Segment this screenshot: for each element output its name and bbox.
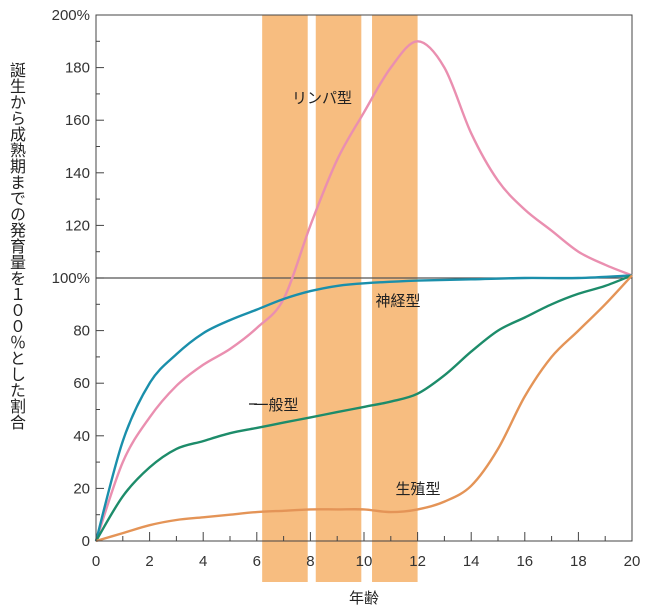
y-tick-label: 60 [73,375,90,392]
y-tick-label: 200% [52,7,90,24]
x-tick-label: 8 [306,553,314,570]
series-line-neural [94,274,633,542]
highlight-band-3 [372,15,418,582]
series-line-general [94,274,633,542]
x-tick-label: 6 [253,553,261,570]
x-axis-label: 年齢 [349,590,379,607]
y-tick-label: 140 [65,165,90,182]
y-tick-label: 160 [65,112,90,129]
series-lines [94,40,633,543]
y-axis-ticks: 0 20 40 60 80 100% 120 140 160 180 200% [52,7,104,550]
x-tick-label: 20 [624,553,641,570]
x-tick-label: 4 [199,553,207,570]
label-general-type: 一般型 [253,397,298,414]
x-tick-label: 12 [409,553,426,570]
highlight-band-2 [315,15,362,582]
y-tick-label: 100% [52,270,90,287]
x-axis-ticks: 0 2 4 6 8 10 12 14 16 18 20 [92,532,641,570]
x-tick-label: 14 [463,553,480,570]
x-tick-label: 0 [92,553,100,570]
y-tick-label: 20 [73,480,90,497]
series-line-lymph [94,40,633,542]
y-axis-label: 誕生から成熟期までの発育量を１００％とした割合 [7,62,24,430]
y-tick-label: 40 [73,428,90,445]
y-tick-label: 120 [65,217,90,234]
x-tick-label: 10 [356,553,373,570]
label-neural-type: 神経型 [375,293,420,310]
label-reproductive-type: 生殖型 [395,481,440,498]
series-line-reproductive [95,274,633,543]
x-tick-label: 18 [570,553,587,570]
y-tick-label: 80 [73,323,90,340]
y-tick-label: 0 [82,533,90,550]
x-tick-label: 16 [516,553,533,570]
y-tick-label: 180 [65,60,90,77]
x-tick-label: 2 [145,553,153,570]
label-lymph-type: リンパ型 [292,90,352,107]
